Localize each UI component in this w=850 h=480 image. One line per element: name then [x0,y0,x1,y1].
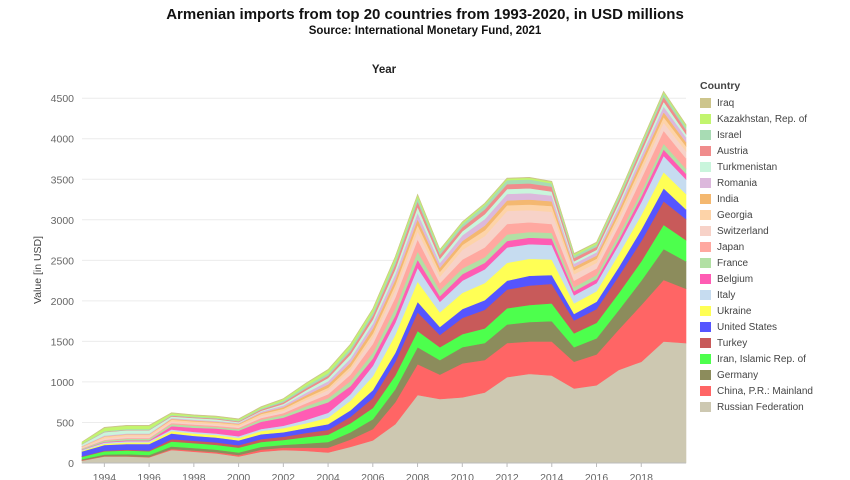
legend-label: Israel [717,129,742,141]
legend: Country Iraq Kazakhstan, Rep. of Israel Aus… [700,80,848,415]
legend-swatch [700,130,711,140]
legend-item-turkey[interactable]: Turkey [700,335,848,351]
legend-item-united-states[interactable]: United States [700,319,848,335]
y-tick-label: 2000 [51,296,75,308]
legend-swatch [700,322,711,332]
legend-swatch [700,226,711,236]
x-tick-label: 2016 [585,472,609,480]
legend-label: Germany [717,369,759,381]
legend-label: Georgia [717,209,753,221]
legend-swatch [700,354,711,364]
legend-swatch [700,338,711,348]
x-tick-label: 1998 [182,472,206,480]
legend-swatch [700,242,711,252]
legend-swatch [700,306,711,316]
y-tick-label: 0 [68,458,74,470]
chart-subtitle: Source: International Monetary Fund, 202… [308,25,542,37]
legend-label: Switzerland [717,225,769,237]
legend-swatch [700,402,711,412]
legend-item-belgium[interactable]: Belgium [700,271,848,287]
legend-label: Belgium [717,273,754,285]
x-tick-label: 2000 [227,472,251,480]
legend-item-france[interactable]: France [700,255,848,271]
area-iraq[interactable] [81,90,687,443]
legend-swatch [700,114,711,124]
y-tick-label: 2500 [51,255,75,267]
x-tick-label: 2004 [316,472,340,480]
y-tick-label: 3000 [51,215,75,227]
legend-label: Iran, Islamic Rep. of [717,353,806,365]
legend-swatch [700,162,711,172]
legend-swatch [700,370,711,380]
legend-item-china-p-r-mainland[interactable]: China, P.R.: Mainland [700,383,848,399]
x-tick-label: 2006 [361,472,385,480]
x-axis-header: Year [371,64,397,76]
legend-item-india[interactable]: India [700,191,848,207]
legend-item-switzerland[interactable]: Switzerland [700,223,848,239]
y-tick-label: 500 [56,417,74,429]
x-tick-label: 2008 [406,472,430,480]
x-tick-label: 2014 [540,472,564,480]
legend-label: Ukraine [717,305,752,317]
legend-item-iraq[interactable]: Iraq [700,95,848,111]
legend-label: Austria [717,145,749,157]
legend-item-georgia[interactable]: Georgia [700,207,848,223]
legend-label: Romania [717,177,758,189]
legend-item-japan[interactable]: Japan [700,239,848,255]
legend-swatch [700,194,711,204]
chart-title: Armenian imports from top 20 countries f… [166,6,684,23]
legend-label: Russian Federation [717,401,804,413]
legend-item-ukraine[interactable]: Ukraine [700,303,848,319]
legend-label: Turkey [717,337,748,349]
legend-items: Iraq Kazakhstan, Rep. of Israel Austria Turk… [700,95,848,415]
legend-item-turkmenistan[interactable]: Turkmenistan [700,159,848,175]
legend-item-italy[interactable]: Italy [700,287,848,303]
legend-label: India [717,193,739,205]
legend-swatch [700,274,711,284]
y-tick-label: 3500 [51,174,75,186]
x-tick-label: 1996 [137,472,161,480]
legend-item-germany[interactable]: Germany [700,367,848,383]
legend-item-romania[interactable]: Romania [700,175,848,191]
x-tick-label: 2012 [495,472,519,480]
legend-label: Italy [717,289,736,301]
legend-item-iran-islamic-rep-of[interactable]: Iran, Islamic Rep. of [700,351,848,367]
legend-title: Country [700,80,741,92]
y-tick-label: 4500 [51,93,75,105]
legend-label: Kazakhstan, Rep. of [717,113,808,125]
y-tick-label: 4000 [51,134,75,146]
legend-item-austria[interactable]: Austria [700,143,848,159]
legend-swatch [700,98,711,108]
y-tick-label: 1500 [51,336,75,348]
legend-swatch [700,210,711,220]
legend-item-israel[interactable]: Israel [700,127,848,143]
legend-item-russian-federation[interactable]: Russian Federation [700,399,848,415]
legend-label: United States [717,321,778,333]
y-tick-label: 1000 [51,377,75,389]
legend-item-kazakhstan-rep-of[interactable]: Kazakhstan, Rep. of [700,111,848,127]
y-axis-label: Value [in USD] [32,236,44,304]
legend-swatch [700,146,711,156]
stacked-areas [81,90,687,464]
legend-label: Japan [717,241,745,253]
legend-swatch [700,178,711,188]
axes: 0 500 1000 1500 2000 2500 3000 3500 4000 4500 1994… [51,93,686,480]
x-tick-label: 2018 [630,472,654,480]
legend-label: Iraq [717,97,735,109]
legend-swatch [700,290,711,300]
legend-label: Turkmenistan [717,161,778,173]
x-tick-label: 1994 [93,472,117,480]
legend-swatch [700,386,711,396]
legend-label: France [717,257,749,269]
legend-label: China, P.R.: Mainland [717,385,813,397]
x-tick-label: 2002 [272,472,296,480]
legend-swatch [700,258,711,268]
x-tick-label: 2010 [451,472,475,480]
